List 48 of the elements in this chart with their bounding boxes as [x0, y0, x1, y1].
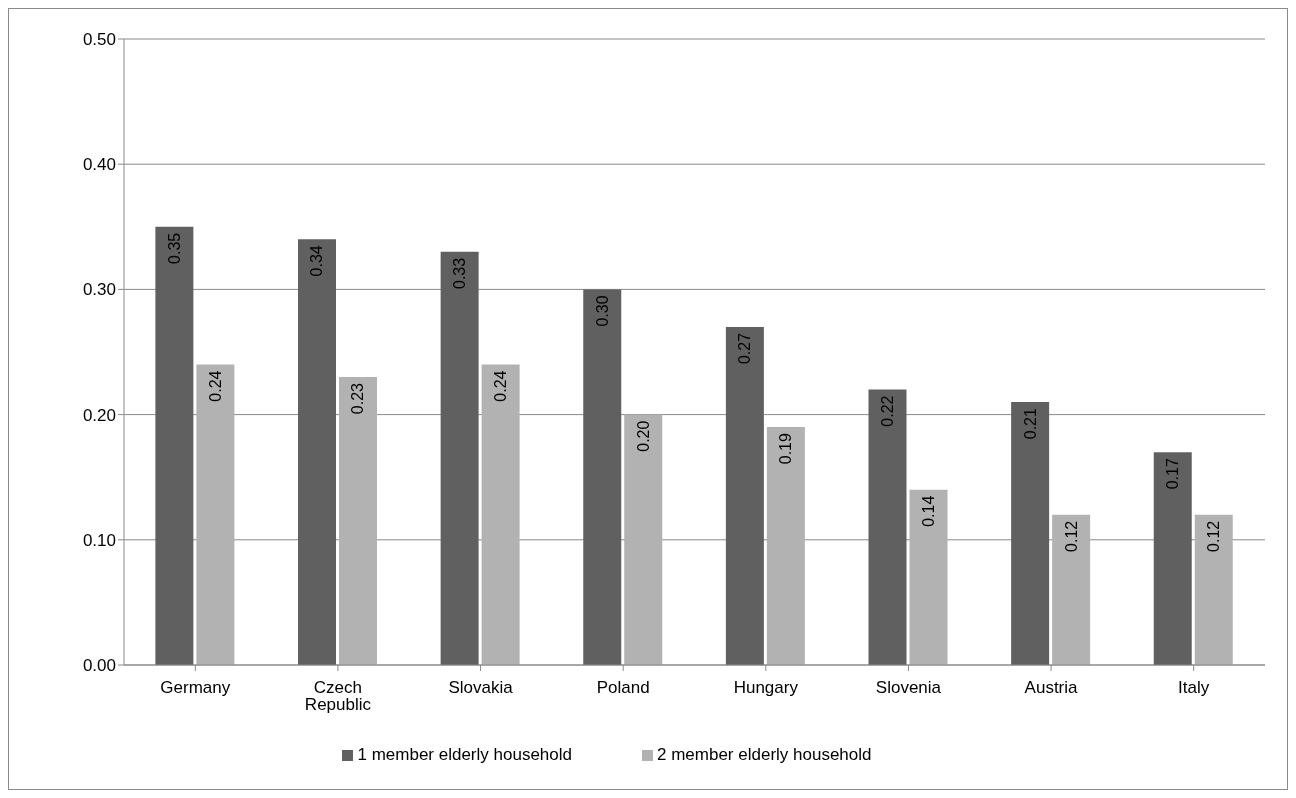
data-label: 0.22 — [879, 395, 896, 427]
data-label: 0.24 — [492, 370, 510, 402]
y-tick-label: 0.40 — [82, 155, 116, 175]
bar — [1153, 452, 1192, 665]
bar — [298, 239, 336, 665]
y-tick-label: 0.10 — [82, 530, 116, 550]
bar — [339, 377, 377, 665]
x-tick-label: Slovenia — [875, 678, 942, 698]
bar — [583, 289, 622, 665]
data-label: 0.12 — [1062, 520, 1080, 552]
bar — [440, 251, 479, 665]
bar — [1052, 514, 1091, 665]
data-label: 0.23 — [349, 382, 367, 415]
bar — [766, 427, 805, 665]
data-label: 0.17 — [1164, 458, 1182, 490]
legend-label: 2 member elderly household — [657, 745, 872, 764]
y-tick-label: 0.50 — [82, 30, 116, 50]
x-tick-label: Poland — [596, 678, 650, 698]
x-tick-label: Austria — [1024, 678, 1079, 698]
data-label: 0.34 — [308, 245, 326, 277]
y-tick-label: 0.20 — [82, 405, 116, 425]
data-label: 0.12 — [1205, 520, 1223, 552]
data-label: 0.24 — [206, 370, 224, 402]
x-tick-label: Germany — [160, 678, 231, 698]
data-label: 0.33 — [451, 257, 469, 289]
bar — [909, 489, 948, 665]
bar — [196, 364, 235, 665]
legend-label: 1 member elderly household — [357, 745, 572, 764]
x-tick-label: Czech Republic — [304, 678, 372, 715]
data-label: 0.21 — [1021, 407, 1039, 440]
bar — [1011, 402, 1050, 665]
data-label: 0.14 — [920, 495, 937, 527]
bar — [868, 389, 907, 665]
bar — [1194, 514, 1233, 665]
data-label: 0.19 — [777, 433, 795, 465]
x-tick-label: Slovakia — [448, 678, 514, 698]
y-tick-label: 0.00 — [82, 656, 116, 676]
x-tick-label: Hungary — [733, 678, 799, 698]
data-label: 0.30 — [593, 295, 611, 327]
data-label: 0.35 — [165, 232, 183, 264]
bar — [624, 414, 663, 665]
y-tick-label: 0.30 — [82, 280, 116, 300]
bar — [155, 226, 194, 665]
x-tick-label: Italy — [1178, 678, 1210, 698]
bar — [725, 326, 764, 665]
bar — [481, 364, 520, 665]
data-label: 0.27 — [736, 332, 754, 365]
data-label: 0.20 — [634, 420, 652, 452]
